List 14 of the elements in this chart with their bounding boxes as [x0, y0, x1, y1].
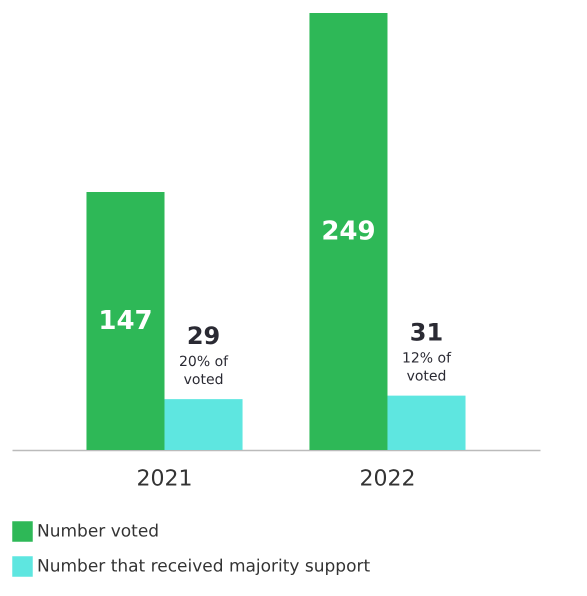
legend-label: Number that received majority support [37, 556, 370, 576]
bar [387, 396, 466, 450]
data-label: 29 [186, 322, 220, 350]
data-label: 249 [321, 216, 376, 246]
annotation: 20% of voted [179, 354, 230, 388]
bar [86, 192, 165, 450]
bar [164, 399, 243, 450]
bar [309, 13, 388, 450]
x-tick-label: 2022 [359, 466, 416, 492]
x-tick-label: 2021 [136, 466, 193, 492]
annotation: 12% of voted [402, 350, 452, 385]
data-label: 147 [98, 306, 153, 336]
legend-label: Number voted [37, 522, 160, 542]
data-label: 31 [410, 318, 444, 347]
